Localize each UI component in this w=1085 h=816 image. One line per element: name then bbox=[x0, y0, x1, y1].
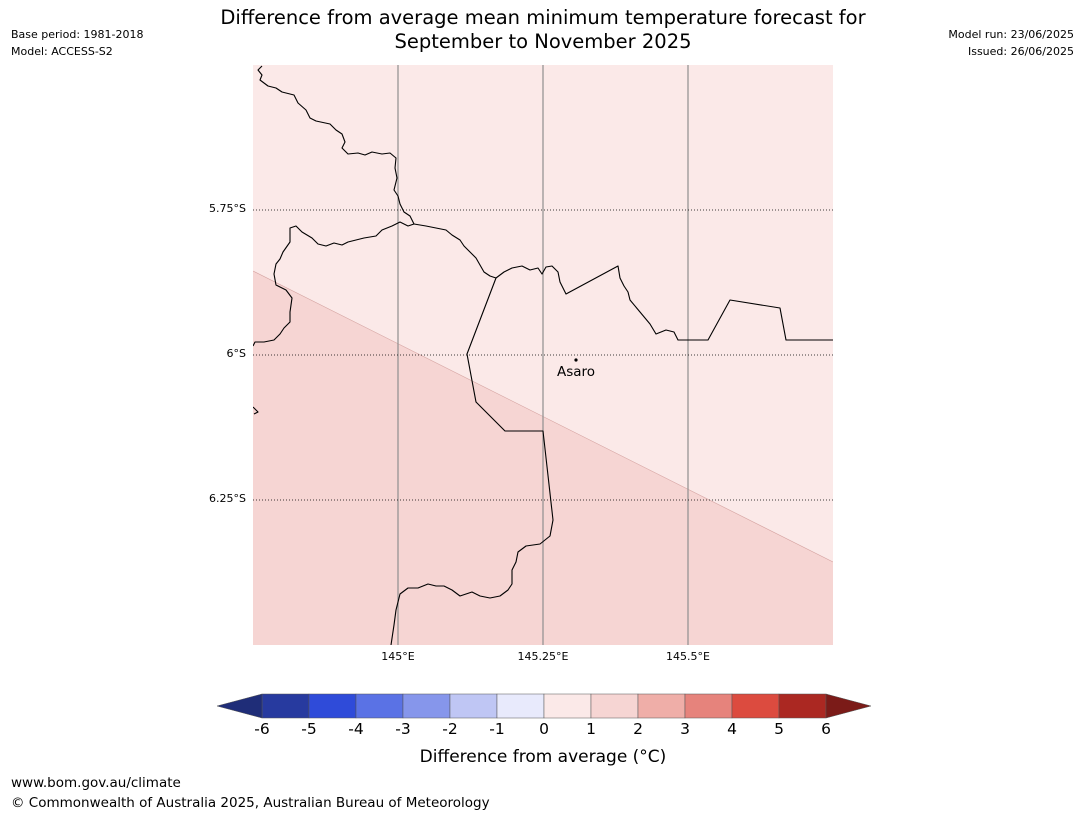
colorbar-tick-label: 6 bbox=[821, 720, 831, 738]
lat-label: 6.25°S bbox=[209, 492, 246, 505]
model-run-text: Model run: 23/06/2025 bbox=[948, 28, 1074, 41]
colorbar bbox=[216, 693, 872, 719]
lon-label: 145.5°E bbox=[666, 650, 710, 663]
colorbar-segment bbox=[637, 693, 686, 719]
lat-label: 6°S bbox=[226, 347, 246, 360]
colorbar-tick-label: -3 bbox=[395, 720, 411, 738]
colorbar-segment bbox=[684, 693, 733, 719]
colorbar-tick-label: -6 bbox=[254, 720, 270, 738]
footer-url: www.bom.gov.au/climate bbox=[11, 775, 181, 791]
colorbar-tick-label: -2 bbox=[442, 720, 458, 738]
map-title-line2: September to November 2025 bbox=[394, 30, 692, 53]
colorbar-tick-label: 1 bbox=[586, 720, 596, 738]
colorbar-segment bbox=[731, 693, 780, 719]
colorbar-label: Difference from average (°C) bbox=[419, 747, 667, 767]
colorbar-segment bbox=[355, 693, 404, 719]
lon-label: 145.25°E bbox=[517, 650, 569, 663]
lat-label: 5.75°S bbox=[209, 202, 246, 215]
colorbar-segment bbox=[590, 693, 639, 719]
colorbar-tick-label: -5 bbox=[301, 720, 317, 738]
place-label: Asaro bbox=[557, 364, 596, 380]
colorbar-under-arrow bbox=[216, 693, 263, 719]
location-marker bbox=[574, 358, 578, 362]
colorbar-segment bbox=[449, 693, 498, 719]
colorbar-tick-label: 4 bbox=[727, 720, 737, 738]
colorbar-tick-label: -4 bbox=[348, 720, 364, 738]
colorbar-tick-label: 2 bbox=[633, 720, 643, 738]
map-title-line1: Difference from average mean minimum tem… bbox=[220, 6, 866, 29]
meta-right: Model run: 23/06/2025 Issued: 26/06/2025 bbox=[948, 26, 1074, 60]
colorbar-tick-label: 5 bbox=[774, 720, 784, 738]
colorbar-segment bbox=[402, 693, 451, 719]
province-boundaries bbox=[253, 65, 833, 645]
colorbar-segment bbox=[308, 693, 357, 719]
lon-label: 145°E bbox=[381, 650, 415, 663]
map-title: Difference from average mean minimum tem… bbox=[143, 6, 943, 54]
colorbar-over-arrow bbox=[825, 693, 872, 719]
colorbar-tick-label: 0 bbox=[539, 720, 549, 738]
issued-text: Issued: 26/06/2025 bbox=[967, 45, 1074, 58]
meta-left: Base period: 1981-2018 Model: ACCESS-S2 bbox=[11, 26, 143, 60]
colorbar-segment bbox=[543, 693, 592, 719]
base-period-text: Base period: 1981-2018 bbox=[11, 28, 144, 41]
colorbar-segment bbox=[261, 693, 310, 719]
colorbar-segment bbox=[778, 693, 827, 719]
map-area bbox=[253, 65, 833, 645]
model-text: Model: ACCESS-S2 bbox=[11, 45, 113, 58]
colorbar-tick-label: -1 bbox=[489, 720, 505, 738]
colorbar-segment bbox=[496, 693, 545, 719]
footer-copyright: © Commonwealth of Australia 2025, Austra… bbox=[11, 795, 490, 811]
colorbar-tick-label: 3 bbox=[680, 720, 690, 738]
